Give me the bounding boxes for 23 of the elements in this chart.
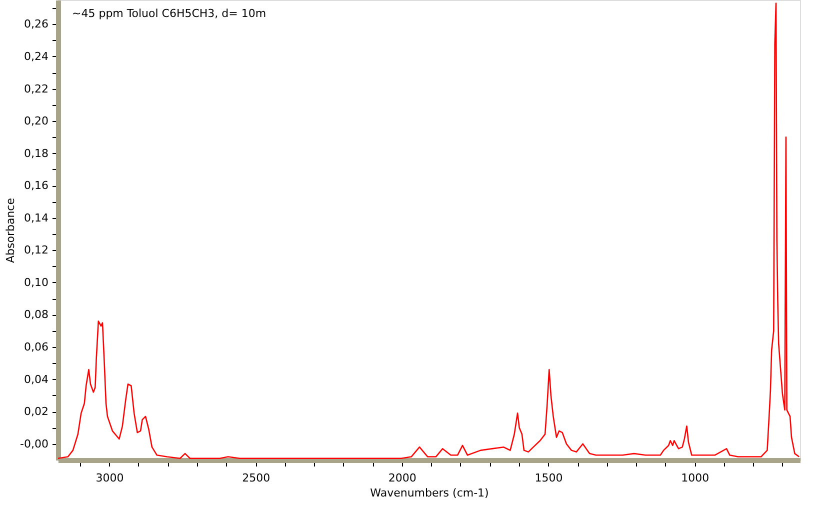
x-axis-title: Wavenumbers (cm-1)	[370, 486, 489, 500]
y-tick-label: 0,26	[24, 18, 48, 31]
y-tick-label: -0,00	[20, 437, 48, 450]
y-tick-label: 0,22	[24, 82, 48, 96]
y-axis-title: Absorbance	[4, 198, 18, 264]
y-tick-label: 0,14	[24, 211, 48, 224]
y-tick-label: 0,18	[24, 146, 48, 160]
y-tick-label: 0,12	[24, 244, 48, 257]
y-tick-label: 0,08	[24, 308, 48, 322]
y-tick-label: 0,02	[24, 405, 48, 418]
x-tick-label: 3000	[96, 472, 124, 484]
x-tick-label: 1500	[534, 472, 563, 484]
y-tick-label: 0,16	[24, 179, 48, 192]
y-tick-label: 0,06	[24, 340, 48, 354]
y-tick-label: 0,10	[24, 276, 48, 289]
y-tick-label: 0,20	[24, 114, 48, 128]
annotation: ~45 ppm Toluol C6H5CH3, d= 10m	[72, 7, 266, 20]
line-series	[58, 2, 800, 460]
y-tick-label: 0,24	[24, 50, 48, 63]
x-tick-label: 2500	[242, 472, 270, 484]
y-tick-label: 0,04	[24, 372, 48, 386]
x-tick-label: 2000	[388, 472, 416, 484]
x-tick-label: 1000	[681, 472, 710, 484]
